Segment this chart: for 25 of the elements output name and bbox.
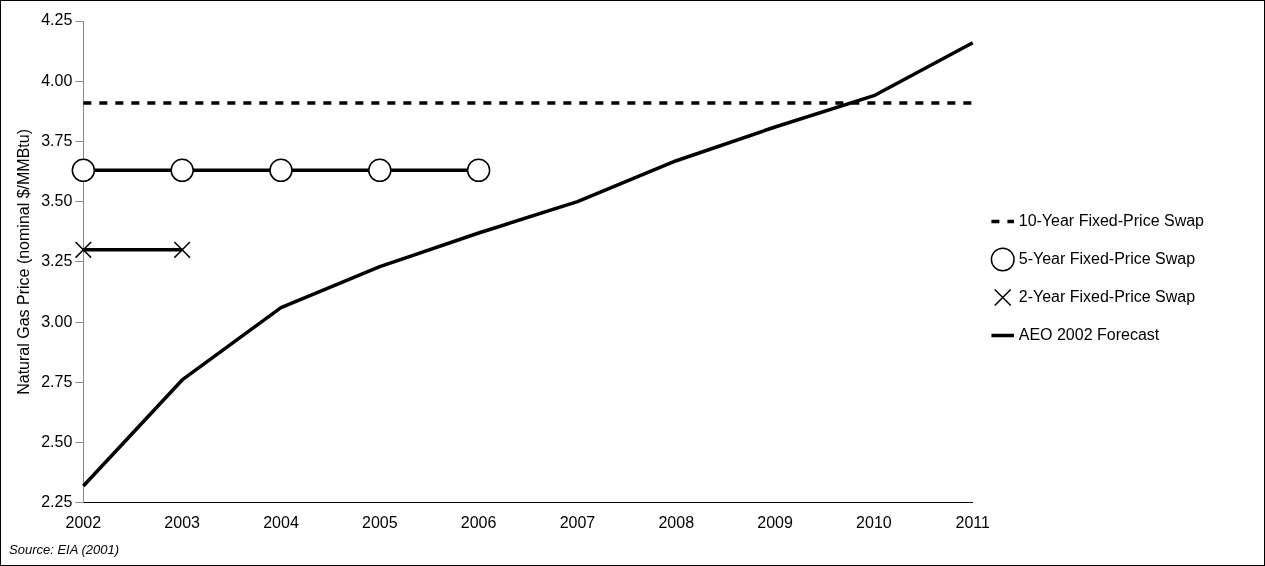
y-tick-label: 2.50 [41,432,73,450]
y-tick-label: 3.00 [41,312,73,330]
y-tick-label: 3.50 [41,192,73,210]
x-tick-label: 2010 [856,513,892,531]
x-tick-label: 2004 [263,513,299,531]
x-tick-label: 2009 [757,513,793,531]
legend-label: 2-Year Fixed-Price Swap [1018,287,1196,305]
x-tick-label: 2002 [65,513,102,531]
x-tick-label: 2007 [559,513,596,531]
y-tick-label: 3.75 [41,131,73,149]
y-tick-label: 3.25 [41,252,73,270]
x-tick-label: 2008 [658,513,695,531]
y-tick-label: 4.25 [41,11,73,29]
source-note: Source: EIA (2001) [9,542,120,557]
x-tick-label: 2003 [164,513,201,531]
y-axis-title: Natural Gas Price (nominal $/MMBtu) [15,128,33,395]
legend-label: 10-Year Fixed-Price Swap [1018,211,1205,229]
x-tick-label: 2005 [362,513,398,531]
y-tick-label: 2.75 [41,372,73,390]
y-tick-label: 4.00 [41,71,73,89]
legend-label: AEO 2002 Forecast [1018,325,1160,343]
x-tick-label: 2011 [955,513,991,531]
y-tick-label: 2.25 [41,493,73,511]
x-tick-label: 2006 [460,513,497,531]
legend-label: 5-Year Fixed-Price Swap [1018,249,1196,267]
